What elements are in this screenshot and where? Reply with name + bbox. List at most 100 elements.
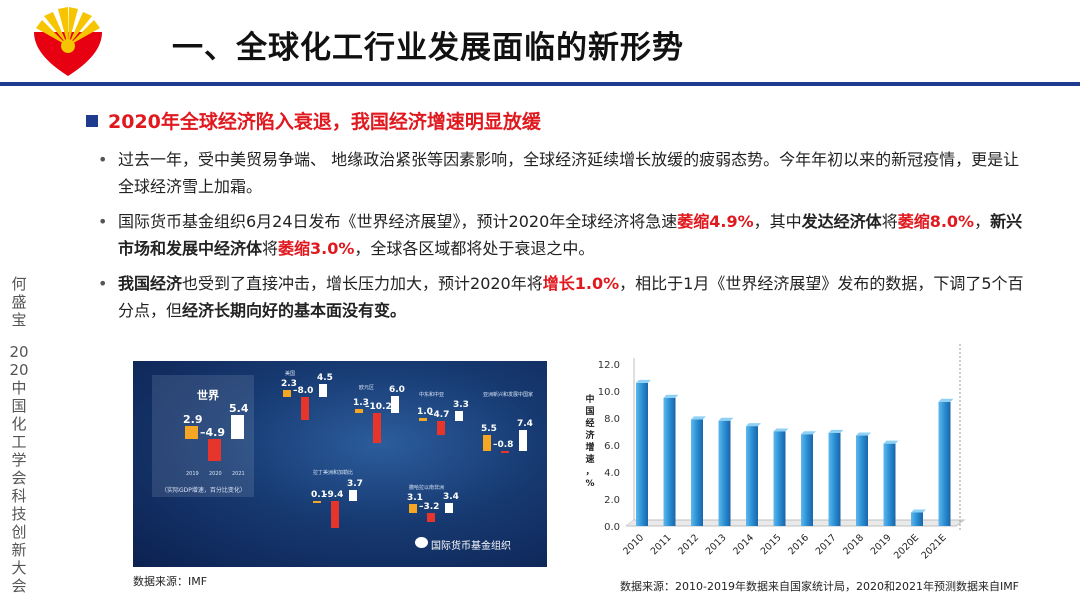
imf-bar xyxy=(355,409,363,413)
imf-bar xyxy=(419,418,427,421)
sidebar-credits: 何盛宝 2020中国化工学会科技创新大会 xyxy=(8,275,30,595)
imf-infographic: 世界 （实际GDP增速，百分比变化） 国际货币基金组织 2.9 –4.9 5.4 20… xyxy=(133,361,547,567)
world-note: （实际GDP增速，百分比变化） xyxy=(161,487,246,494)
y-tick-label: 8.0 xyxy=(604,414,620,425)
y-axis-label-char: % xyxy=(585,479,594,489)
wechat-icon xyxy=(415,537,428,548)
imf-bar xyxy=(331,501,339,529)
chart-bar xyxy=(663,397,676,526)
x-tick-label: 2019 xyxy=(869,532,894,557)
chart-bar-top xyxy=(636,379,651,383)
chart-bar xyxy=(691,419,703,526)
imf-value-label: –9.4 xyxy=(323,490,344,500)
imf-value-label: –8.0 xyxy=(293,386,314,396)
y-axis-label-char: 国 xyxy=(585,406,594,417)
highlight-red: 增长1.0% xyxy=(542,274,620,293)
highlight-red: 萎缩3.0% xyxy=(278,239,355,258)
bullet-item: • 国际货币基金组织6月24日发布《世界经济展望》，预计2020年全球经济将急速… xyxy=(96,208,1031,262)
chart-bar xyxy=(773,431,786,526)
imf-value-label: –4.7 xyxy=(429,410,450,420)
imf-value-label: –3.2 xyxy=(419,502,440,512)
chart-bar xyxy=(911,512,923,526)
bullet-text: 也受到了直接冲击，增长压力加大，预计2020年将 xyxy=(182,274,543,293)
imf-region-name: 美国 xyxy=(285,371,296,377)
imf-region-name: 欧元区 xyxy=(359,385,375,391)
imf-bar xyxy=(455,411,463,421)
chart-bar xyxy=(636,382,648,526)
chart-bar xyxy=(828,432,841,526)
chart-bar-top xyxy=(746,423,761,427)
highlight-bold: 发达经济体 xyxy=(801,212,882,231)
bullet-item: • 过去一年，受中美贸易争端、 地缘政治紧张等因素影响，全球经济延续增长放缓的疲… xyxy=(96,146,1031,200)
imf-value-label: 1.3 xyxy=(353,398,369,409)
chart-bar xyxy=(883,443,896,526)
dot-bullet-icon: • xyxy=(98,274,108,293)
bullet-text: ，相比于1月《世界经济展望》发布的数据，下调了5个百分点，但 xyxy=(118,274,1024,320)
x-tick-label: 2016 xyxy=(786,532,811,557)
imf-bar xyxy=(301,397,309,421)
imf-value-label: 7.4 xyxy=(517,418,533,429)
chart-bar-top xyxy=(691,416,706,420)
imf-value-label: 3.1 xyxy=(407,493,423,503)
imf-value-label: 1.0 xyxy=(417,407,433,418)
imf-value-label: –4.9 xyxy=(200,426,225,439)
bullet-text: ，全球各区域都将处于衰退之中。 xyxy=(354,239,595,258)
x-tick-label: 2017 xyxy=(814,532,839,557)
imf-value-label: 6.0 xyxy=(389,384,405,395)
bullet-text: 将 xyxy=(262,239,279,258)
chart-bar xyxy=(718,420,731,526)
imf-value-label: 0.1 xyxy=(311,489,327,500)
imf-year-label: 2020 xyxy=(209,471,222,477)
y-axis-label-char: 济 xyxy=(585,429,595,441)
chart-bar-top xyxy=(828,429,844,433)
imf-value-label: 4.5 xyxy=(317,372,333,383)
square-bullet-icon xyxy=(86,114,98,127)
imf-region-name: 拉丁美洲和加勒比 xyxy=(313,470,354,476)
chart-bar-top xyxy=(911,509,926,513)
bullet-text: 过去一年，受中美贸易争端、 地缘政治紧张等因素影响，全球经济延续增长放缓的疲弱态… xyxy=(118,150,1020,196)
highlight-red: 萎缩4.9% xyxy=(677,212,754,231)
chart-bar-top xyxy=(883,440,899,444)
y-axis-label-char: 经 xyxy=(585,417,594,429)
imf-bar xyxy=(283,390,291,397)
imf-bar xyxy=(409,504,417,513)
bullet-text: ， xyxy=(974,212,991,231)
imf-bar xyxy=(445,503,453,513)
chart-bar-top xyxy=(856,432,871,436)
imf-bar xyxy=(349,490,357,501)
x-tick-label: 2011 xyxy=(649,532,674,557)
imf-bar xyxy=(501,451,509,454)
imf-bar xyxy=(313,500,321,503)
imf-bar xyxy=(437,421,445,435)
imf-year-label: 2021 xyxy=(232,471,245,477)
source-right: 数据来源：2010-2019年数据来自国家统计局，2020和2021年预测数据来… xyxy=(620,580,1020,593)
imf-value-label: 3.3 xyxy=(453,400,469,411)
chart-bar-top xyxy=(938,398,954,402)
imf-value-label: 5.5 xyxy=(481,424,497,435)
bullet-list: • 过去一年，受中美贸易争端、 地缘政治紧张等因素影响，全球经济延续增长放缓的疲… xyxy=(96,146,1031,332)
x-tick-label: 2012 xyxy=(676,532,701,557)
imf-bar xyxy=(185,426,198,439)
highlight-bold: 我国经济 xyxy=(118,274,183,293)
x-tick-label: 2020E xyxy=(892,532,921,561)
page-title: 一、全球化工行业发展面临的新形势 xyxy=(172,30,684,66)
chart-bar-top xyxy=(663,394,679,398)
imf-value-label: 5.4 xyxy=(229,402,249,416)
x-tick-label: 2014 xyxy=(731,532,756,557)
imf-bar xyxy=(391,395,399,413)
chart-bar-top xyxy=(718,417,734,421)
y-tick-label: 0.0 xyxy=(604,522,620,533)
imf-value-label: –0.8 xyxy=(493,440,514,450)
cnpc-logo-icon xyxy=(34,7,102,76)
imf-value-label: 2.9 xyxy=(183,413,203,427)
y-tick-label: 4.0 xyxy=(604,468,620,479)
chart-bar-top xyxy=(801,431,816,435)
author-name: 何盛宝 xyxy=(11,275,27,329)
imf-value-label: 3.7 xyxy=(347,479,363,490)
imf-year-label: 2019 xyxy=(186,471,199,477)
imf-brand: 国际货币基金组织 xyxy=(431,541,511,552)
imf-bar xyxy=(519,429,527,451)
bullet-text: 将 xyxy=(881,212,898,231)
imf-bar xyxy=(483,435,491,451)
